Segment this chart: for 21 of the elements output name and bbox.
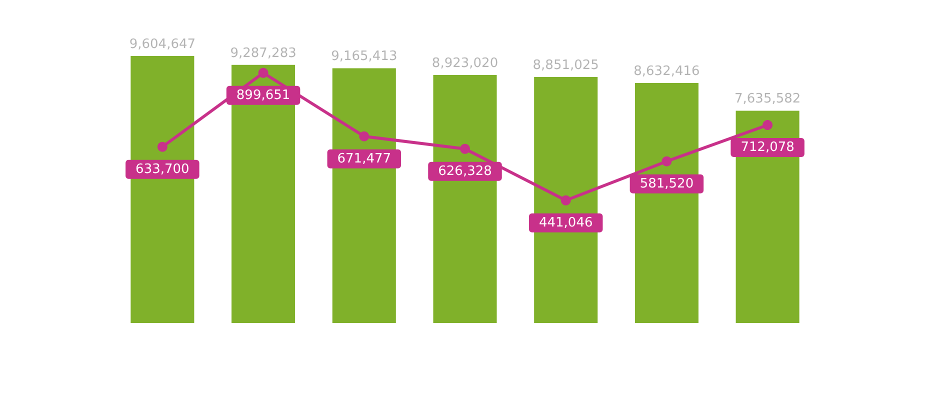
- data-label: 9,604,647: [129, 36, 196, 52]
- point: [662, 156, 672, 166]
- data-label: 626,328: [438, 164, 492, 179]
- point: [762, 120, 773, 130]
- data-label: 712,078: [740, 140, 794, 156]
- point: [258, 68, 268, 78]
- point: [157, 142, 168, 152]
- data-label: 8,632,416: [634, 64, 700, 80]
- data-label: 8,923,020: [432, 56, 498, 71]
- data-label: 7,635,582: [734, 92, 801, 107]
- data-label: 581,520: [640, 176, 694, 192]
- data-label: 441,046: [538, 215, 593, 230]
- data-label: 9,287,283: [230, 46, 296, 61]
- data-label: 899,651: [236, 88, 290, 103]
- point: [560, 195, 571, 206]
- point: [460, 144, 470, 154]
- data-label: 671,477: [337, 151, 392, 166]
- point: [359, 131, 370, 142]
- data-label: 633,700: [136, 162, 190, 177]
- data-label: 8,851,025: [532, 58, 599, 73]
- data-label: 9,165,413: [331, 49, 398, 64]
